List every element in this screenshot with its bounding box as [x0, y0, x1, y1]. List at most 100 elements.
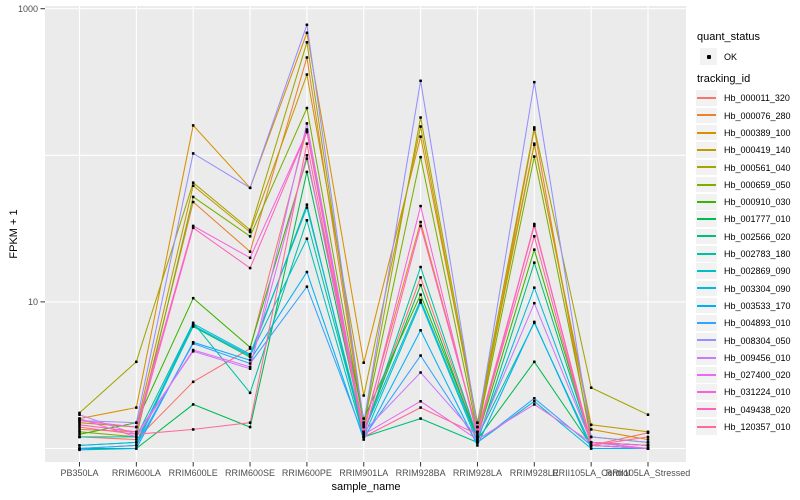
data-point	[419, 301, 422, 304]
data-point	[248, 235, 252, 238]
data-point	[305, 206, 309, 209]
data-point	[248, 256, 252, 260]
data-point	[305, 31, 309, 35]
data-point	[419, 79, 422, 83]
x-tick-label-RRIM600SE: RRIM600SE	[225, 468, 276, 478]
x-axis-title: sample_name	[331, 481, 401, 493]
data-point	[419, 116, 422, 119]
data-point	[248, 352, 252, 356]
data-point	[191, 152, 195, 155]
data-point	[305, 122, 309, 125]
data-point	[248, 362, 252, 365]
data-point	[305, 157, 309, 160]
y-tick-label-1000: 1000	[17, 3, 38, 14]
data-point	[419, 417, 422, 420]
data-point	[135, 444, 138, 447]
data-point	[419, 371, 422, 374]
data-point	[419, 155, 422, 159]
data-point	[533, 320, 536, 324]
data-point	[362, 425, 365, 429]
data-point	[589, 435, 593, 439]
data-point	[135, 438, 138, 441]
data-point	[476, 435, 479, 439]
data-point	[305, 41, 309, 44]
data-point	[78, 435, 81, 439]
data-point	[646, 441, 650, 444]
data-point	[419, 276, 422, 279]
data-point	[135, 430, 138, 434]
data-point	[419, 224, 422, 228]
x-tick-label-RRIM901LA: RRIM901LA	[339, 468, 389, 478]
axis-tick-marks	[40, 8, 649, 467]
data-point	[419, 329, 422, 332]
data-point	[305, 23, 309, 27]
series-points	[78, 23, 650, 452]
data-point	[305, 203, 309, 206]
data-point	[191, 403, 195, 406]
data-point	[78, 430, 81, 434]
x-tick-label-RRIM600LE: RRIM600LE	[168, 468, 218, 478]
data-point	[191, 428, 195, 431]
data-point	[78, 423, 81, 427]
data-point	[191, 342, 195, 345]
data-point	[305, 142, 309, 145]
data-point	[248, 346, 252, 349]
data-point	[362, 421, 365, 424]
data-point	[533, 80, 536, 84]
data-point	[419, 283, 422, 287]
data-point	[589, 428, 593, 431]
x-tick-label-RRIM600PE: RRIM600PE	[281, 468, 332, 478]
data-point	[191, 322, 195, 325]
data-point	[362, 438, 365, 441]
data-point	[191, 226, 195, 230]
data-point	[135, 441, 138, 444]
data-point	[248, 358, 252, 362]
data-point	[78, 419, 81, 422]
data-point	[419, 125, 422, 128]
x-tick-label-RRIM928LA: RRIM928LA	[452, 468, 502, 478]
data-point	[135, 447, 138, 450]
data-point	[78, 421, 81, 424]
data-point	[78, 428, 81, 431]
data-point	[362, 361, 365, 364]
data-point	[135, 360, 138, 364]
data-point	[646, 438, 650, 441]
data-point	[476, 441, 479, 444]
data-point	[419, 354, 422, 357]
data-point	[305, 285, 309, 288]
data-point	[533, 155, 536, 158]
data-point	[419, 293, 422, 296]
data-point	[248, 228, 252, 232]
data-point	[305, 130, 309, 134]
data-point	[305, 73, 309, 76]
data-point	[646, 447, 650, 450]
x-tick-label-PB350LA: PB350LA	[60, 468, 99, 478]
data-point	[305, 154, 309, 157]
data-point	[191, 195, 195, 199]
data-point	[78, 433, 81, 436]
x-tick-label-RRII105LA_Stressed: RRII105LA_Stressed	[605, 468, 691, 478]
data-point	[191, 296, 195, 300]
data-point	[191, 380, 195, 384]
data-point	[419, 204, 422, 208]
data-point	[305, 237, 309, 240]
data-point	[476, 444, 479, 447]
data-point	[135, 406, 138, 409]
data-point	[191, 181, 195, 184]
data-point	[191, 200, 195, 204]
data-point	[362, 430, 365, 434]
data-point	[533, 143, 536, 147]
data-point	[362, 433, 365, 436]
plot-panel	[45, 6, 686, 462]
data-point	[135, 433, 138, 436]
data-point	[191, 348, 195, 352]
data-point	[248, 250, 252, 253]
data-point	[589, 447, 593, 450]
y-tick-label-10: 10	[27, 296, 38, 307]
data-point	[305, 219, 309, 222]
data-point	[78, 413, 81, 416]
data-point	[476, 421, 479, 424]
data-point	[476, 433, 479, 436]
data-point	[533, 301, 536, 305]
